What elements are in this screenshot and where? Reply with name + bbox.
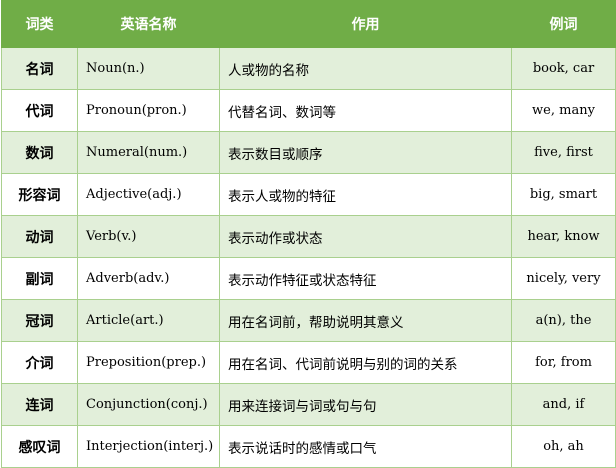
cell-function: 表示动作或状态 bbox=[219, 215, 512, 258]
cell-word-class: 代词 bbox=[1, 89, 78, 132]
cell-function: 表示动作特征或状态特征 bbox=[219, 257, 512, 300]
cell-english-name: Noun(n.) bbox=[77, 47, 220, 90]
cell-examples: nicely, very bbox=[511, 257, 616, 300]
cell-word-class: 连词 bbox=[1, 383, 78, 426]
cell-english-name: Interjection(interj.) bbox=[77, 425, 220, 468]
header-word-class: 词类 bbox=[1, 0, 78, 48]
cell-english-name: Numeral(num.) bbox=[77, 131, 220, 174]
table-row: 名词 Noun(n.) 人或物的名称 book, car bbox=[1, 47, 616, 90]
cell-examples: five, first bbox=[511, 131, 616, 174]
cell-function: 表示数目或顺序 bbox=[219, 131, 512, 174]
table-row: 数词 Numeral(num.) 表示数目或顺序 five, first bbox=[1, 131, 616, 174]
table-row: 介词 Preposition(prep.) 用在名词、代词前说明与别的词的关系 for… bbox=[1, 341, 616, 384]
cell-function: 表示说话时的感情或口气 bbox=[219, 425, 512, 468]
header-examples: 例词 bbox=[511, 0, 616, 48]
cell-examples: we, many bbox=[511, 89, 616, 132]
cell-examples: oh, ah bbox=[511, 425, 616, 468]
cell-word-class: 名词 bbox=[1, 47, 78, 90]
cell-word-class: 介词 bbox=[1, 341, 78, 384]
cell-function: 用在名词前，帮助说明其意义 bbox=[219, 299, 512, 342]
table-row: 冠词 Article(art.) 用在名词前，帮助说明其意义 a(n), the bbox=[1, 299, 616, 342]
cell-english-name: Article(art.) bbox=[77, 299, 220, 342]
cell-word-class: 数词 bbox=[1, 131, 78, 174]
cell-function: 用在名词、代词前说明与别的词的关系 bbox=[219, 341, 512, 384]
cell-word-class: 感叹词 bbox=[1, 425, 78, 468]
cell-examples: a(n), the bbox=[511, 299, 616, 342]
header-english-name: 英语名称 bbox=[77, 0, 220, 48]
cell-english-name: Adverb(adv.) bbox=[77, 257, 220, 300]
header-row: 词类 英语名称 作用 例词 bbox=[1, 0, 616, 48]
table-row: 连词 Conjunction(conj.) 用来连接词与词或句与句 and, if bbox=[1, 383, 616, 426]
cell-english-name: Pronoun(pron.) bbox=[77, 89, 220, 132]
cell-function: 用来连接词与词或句与句 bbox=[219, 383, 512, 426]
cell-word-class: 副词 bbox=[1, 257, 78, 300]
cell-function: 人或物的名称 bbox=[219, 47, 512, 90]
cell-examples: and, if bbox=[511, 383, 616, 426]
cell-examples: big, smart bbox=[511, 173, 616, 216]
cell-word-class: 形容词 bbox=[1, 173, 78, 216]
table-row: 代词 Pronoun(pron.) 代替名词、数词等 we, many bbox=[1, 89, 616, 132]
cell-examples: for, from bbox=[511, 341, 616, 384]
table-row: 副词 Adverb(adv.) 表示动作特征或状态特征 nicely, very bbox=[1, 257, 616, 300]
cell-english-name: Preposition(prep.) bbox=[77, 341, 220, 384]
cell-examples: hear, know bbox=[511, 215, 616, 258]
cell-word-class: 动词 bbox=[1, 215, 78, 258]
cell-function: 表示人或物的特征 bbox=[219, 173, 512, 216]
table-row: 动词 Verb(v.) 表示动作或状态 hear, know bbox=[1, 215, 616, 258]
cell-function: 代替名词、数词等 bbox=[219, 89, 512, 132]
cell-english-name: Conjunction(conj.) bbox=[77, 383, 220, 426]
cell-english-name: Adjective(adj.) bbox=[77, 173, 220, 216]
table-row: 感叹词 Interjection(interj.) 表示说话时的感情或口气 oh, a… bbox=[1, 425, 616, 468]
cell-english-name: Verb(v.) bbox=[77, 215, 220, 258]
table-row: 形容词 Adjective(adj.) 表示人或物的特征 big, smart bbox=[1, 173, 616, 216]
cell-word-class: 冠词 bbox=[1, 299, 78, 342]
cell-examples: book, car bbox=[511, 47, 616, 90]
header-function: 作用 bbox=[219, 0, 512, 48]
